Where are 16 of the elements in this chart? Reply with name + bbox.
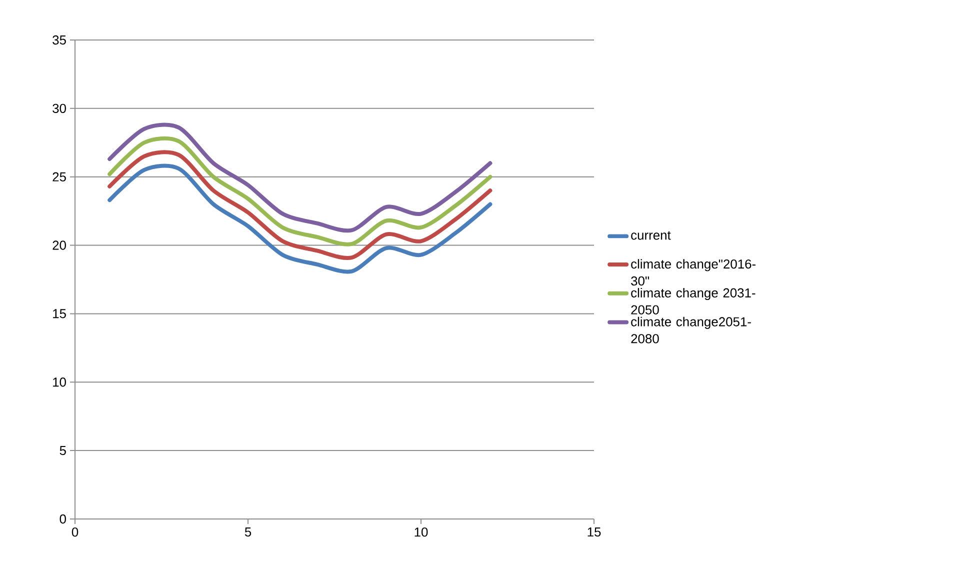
y-tick-label: 0 <box>60 514 66 524</box>
y-tick-label: 15 <box>53 309 66 318</box>
y-tick-label: 25 <box>52 172 66 182</box>
x-tick-label: 10 <box>414 528 428 537</box>
legend-label: climate change 2031-2050 <box>631 288 756 314</box>
y-tick-label: 20 <box>52 240 66 250</box>
y-tick-label: 10 <box>53 378 66 387</box>
legend-label: current <box>631 231 671 240</box>
x-tick-label: 0 <box>72 528 78 537</box>
x-tick-label: 5 <box>244 528 252 537</box>
y-tick-label: 30 <box>52 104 66 113</box>
y-tick-label: 5 <box>60 446 66 456</box>
x-tick-label: 15 <box>588 528 601 537</box>
legend-label: climate change"2016-30" <box>631 259 756 286</box>
legend-label: climate change2051-2080 <box>631 316 751 344</box>
y-tick-label: 35 <box>52 35 66 45</box>
